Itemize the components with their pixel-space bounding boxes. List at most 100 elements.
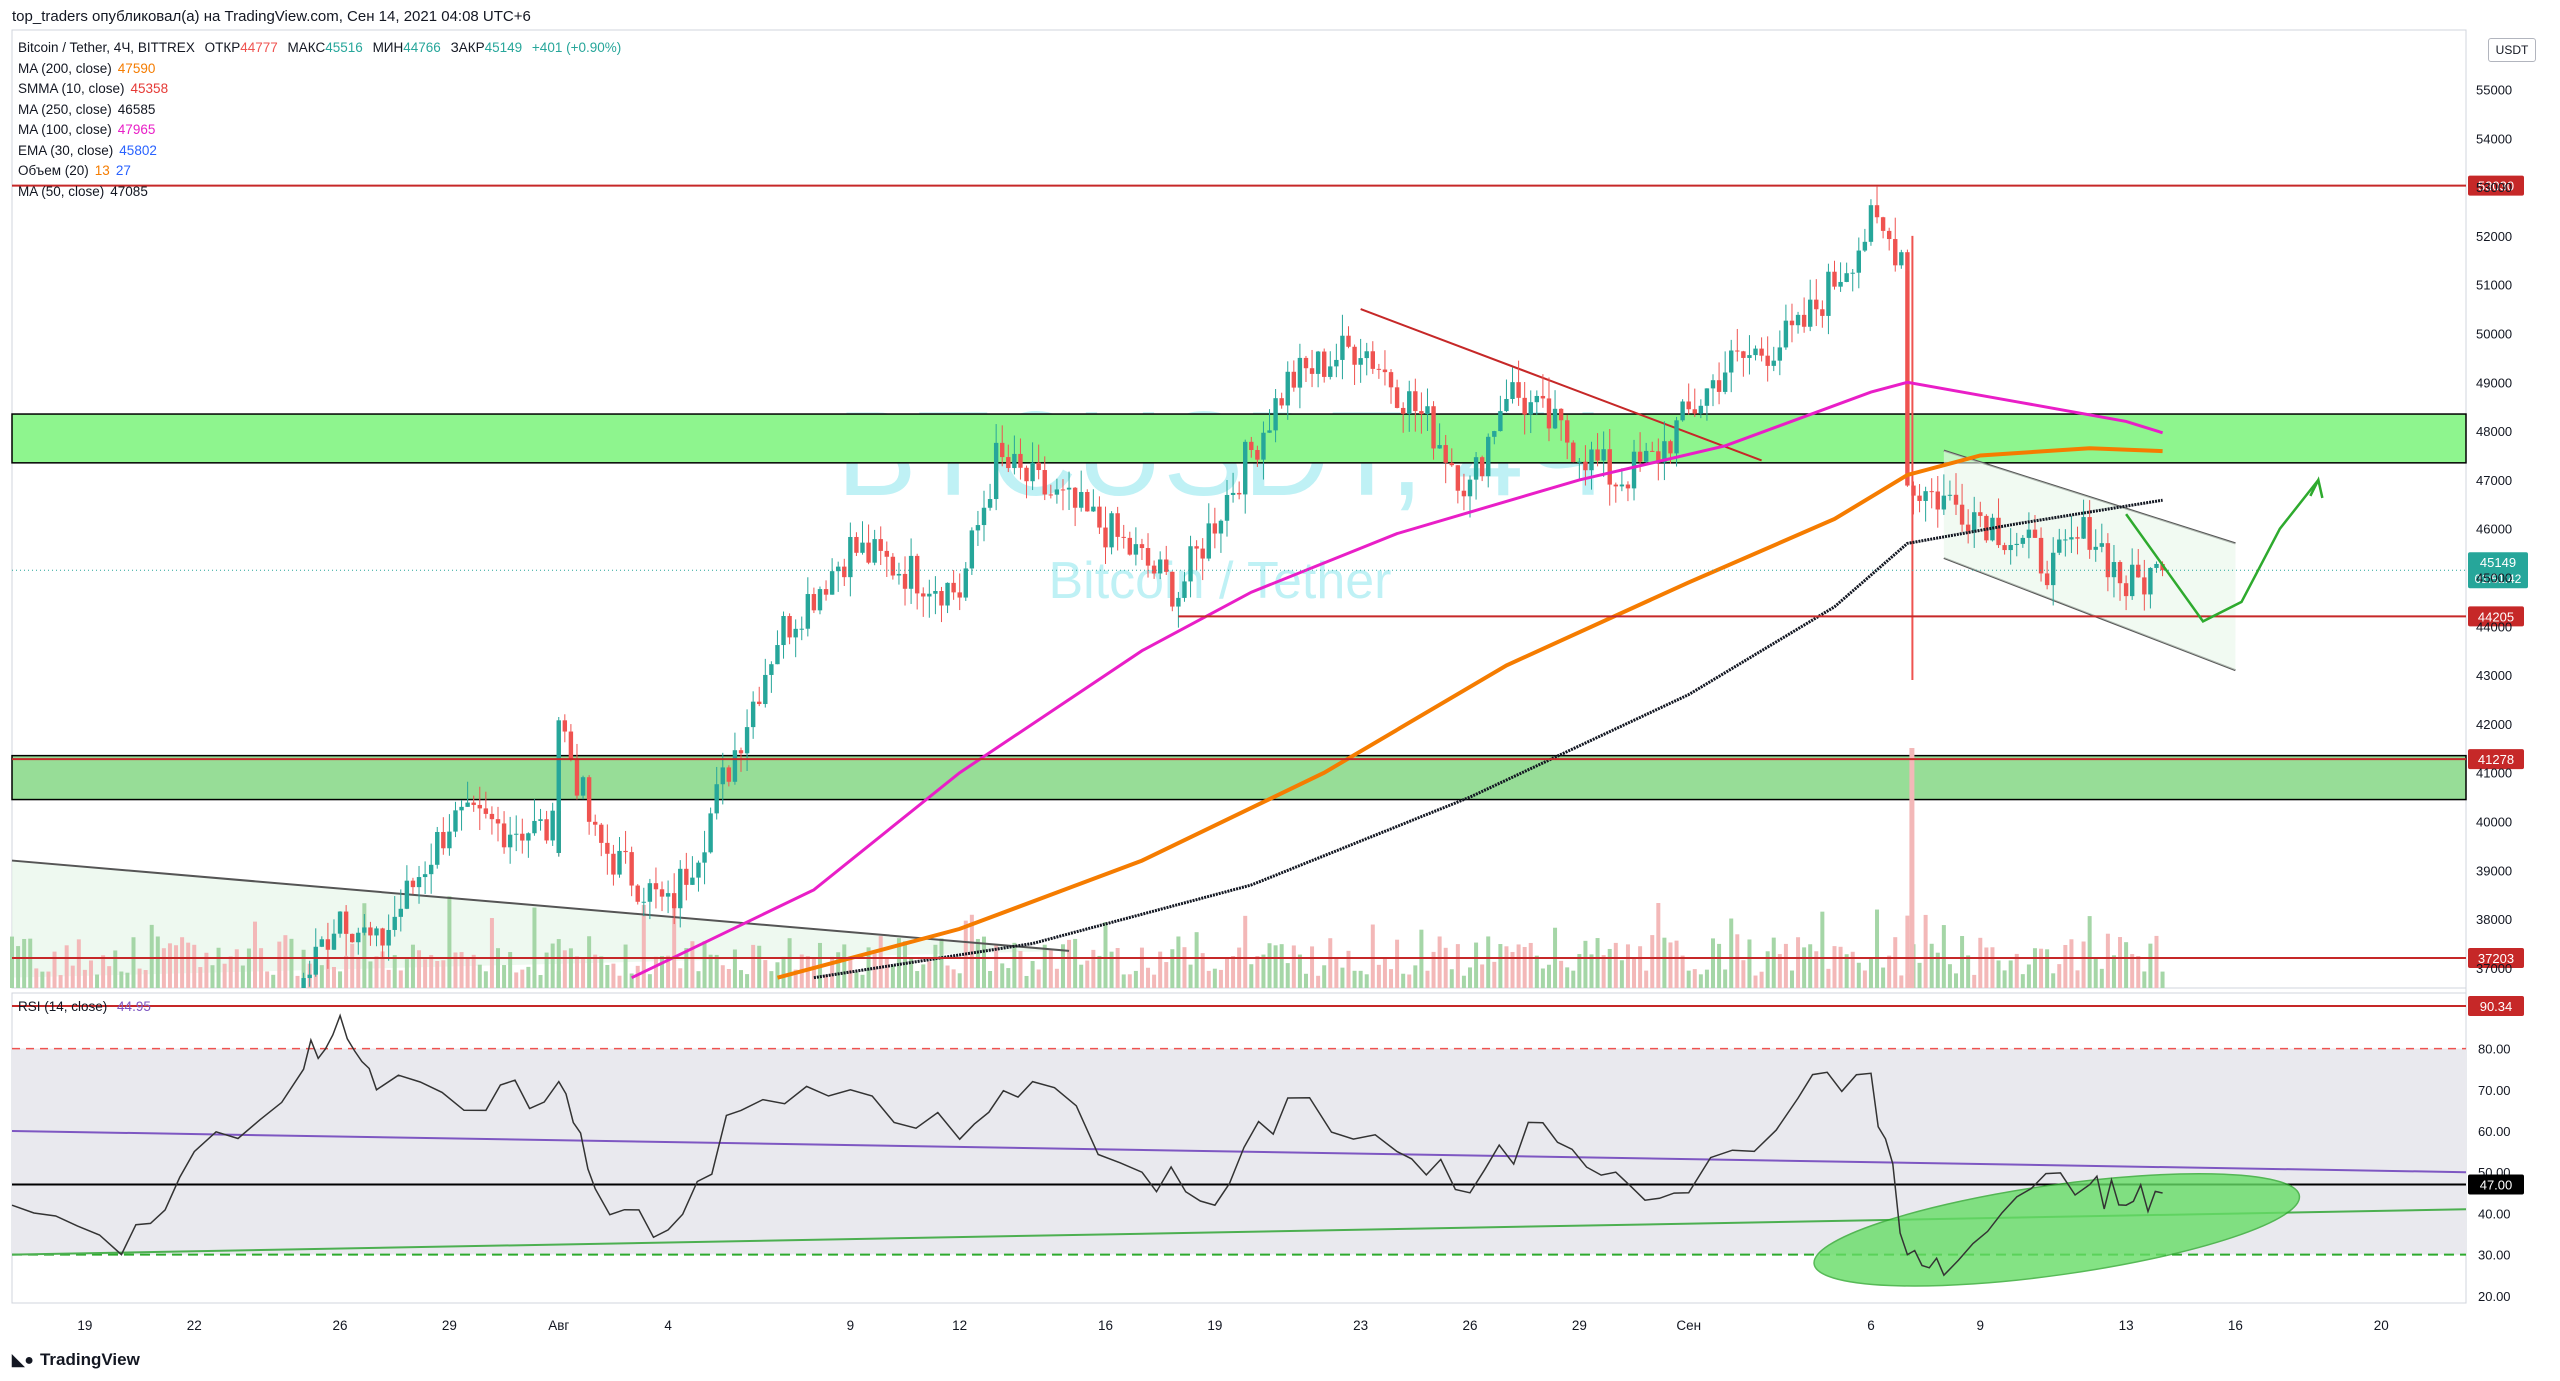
volume-bar — [1692, 969, 1697, 988]
candle-body — [380, 928, 385, 946]
ma200-line — [776, 446, 2163, 980]
volume-bar — [2111, 955, 2116, 988]
volume-bar — [2160, 971, 2165, 988]
volume-bar — [1443, 947, 1448, 988]
close-value: 45149 — [484, 40, 523, 55]
volume-bar — [617, 975, 622, 988]
rsi-level-tag-label: 90.34 — [2480, 999, 2513, 1014]
footer[interactable]: ◣● TradingView — [12, 1350, 140, 1370]
indicator-row-ema30[interactable]: EMA (30, close) 45802 — [18, 141, 621, 162]
volume-bar — [2014, 953, 2019, 988]
candle-body — [1856, 250, 1861, 273]
time-tick-label: Сен — [1676, 1318, 1701, 1333]
volume-bar — [1887, 955, 1892, 988]
candle-body — [1546, 398, 1552, 429]
candle-body — [495, 819, 501, 824]
candle-body — [1656, 451, 1661, 463]
candle-body — [678, 868, 683, 909]
volume-bar — [222, 963, 227, 988]
currency-badge[interactable]: USDT — [2488, 38, 2536, 62]
candle-body — [744, 727, 750, 754]
candle-body — [2099, 543, 2104, 547]
volume-bar — [1395, 939, 1400, 988]
candle-body — [550, 810, 555, 841]
volume-bar — [362, 903, 367, 988]
candle-body — [1473, 457, 1479, 480]
volume-bar — [10, 936, 14, 988]
candle-body — [629, 852, 634, 886]
volume-bar — [477, 964, 482, 988]
candle-body — [386, 929, 391, 946]
volume-bar — [1789, 970, 1794, 988]
candle-body — [1923, 491, 1928, 501]
candle-body — [902, 573, 908, 589]
volume-bar — [745, 974, 750, 988]
candle-body — [763, 674, 768, 705]
volume-bar — [1139, 947, 1144, 988]
volume-bar — [2142, 971, 2147, 988]
indicator-row-ma250[interactable]: MA (250, close) 46585 — [18, 100, 621, 121]
volume-bar — [1498, 944, 1503, 988]
rsi-level-tag — [2468, 1174, 2524, 1195]
volume-bar — [708, 954, 713, 988]
volume-bar — [854, 972, 859, 988]
volume-bar — [629, 973, 634, 988]
candle-body — [1431, 406, 1436, 449]
volume-bar — [356, 958, 361, 988]
price-tick-label: 51000 — [2476, 278, 2512, 293]
volume-bar — [1328, 938, 1333, 988]
candle-body — [1145, 548, 1151, 566]
volume-bar — [1461, 975, 1466, 988]
volume-bar — [1881, 967, 1886, 988]
volume-bar — [1893, 937, 1898, 988]
indicator-row-ma100[interactable]: MA (100, close) 47965 — [18, 120, 621, 141]
rsi-legend[interactable]: RSI (14, close) 44.95 — [18, 999, 151, 1014]
volume-bar — [295, 975, 300, 988]
candle-body — [1759, 348, 1764, 356]
rsi-line — [11, 1013, 2163, 1277]
indicator-row-ma50[interactable]: MA (50, close) 47085 — [18, 182, 621, 203]
candle-body — [684, 868, 689, 885]
candle-body — [1826, 271, 1831, 316]
price-tag — [2468, 606, 2524, 627]
volume-bar — [423, 959, 428, 988]
volume-bar — [1753, 975, 1758, 988]
price-tick-label: 52000 — [2476, 229, 2512, 244]
volume-bar — [392, 955, 397, 988]
price-tag-label: 44205 — [2478, 609, 2514, 624]
candle-body — [702, 852, 707, 863]
volume-bar — [1796, 937, 1801, 988]
volume-bar — [210, 965, 215, 988]
volume-bar — [696, 971, 701, 988]
candle-body — [1899, 252, 1904, 266]
candle-body — [1024, 467, 1029, 482]
volume-bar — [447, 896, 452, 988]
candle-body — [1838, 281, 1843, 287]
candle-body — [611, 853, 616, 875]
volume-bar — [16, 946, 21, 988]
volume-bar — [1729, 918, 1734, 988]
volume-bar — [830, 956, 835, 988]
indicator-row-volume[interactable]: Объем (20) 13 27 — [18, 161, 621, 182]
volume-bar — [1291, 945, 1296, 988]
volume-bar — [2118, 937, 2123, 988]
indicator-row-ma200[interactable]: MA (200, close) 47590 — [18, 59, 621, 80]
candle-body — [2069, 537, 2074, 540]
volume-bar — [732, 949, 737, 988]
time-tick-label: 6 — [1867, 1318, 1875, 1333]
volume-bar — [805, 956, 810, 988]
volume-bar — [1954, 973, 1958, 988]
symbol-legend-row[interactable]: Bitcoin / Tether, 4Ч, BITTREX ОТКР44777 … — [18, 38, 621, 59]
indicator-row-smma10[interactable]: SMMA (10, close) 45358 — [18, 79, 621, 100]
price-tag-label: 53030 — [2478, 179, 2514, 194]
candle-body — [1808, 299, 1813, 327]
candle-body — [1601, 449, 1606, 461]
candle-body — [1783, 320, 1789, 348]
candle-body — [465, 802, 470, 807]
volume-bar — [198, 967, 203, 988]
candle-body — [2111, 562, 2117, 578]
candle-body — [350, 933, 355, 943]
volume-bar — [1783, 943, 1788, 988]
volume-bar — [769, 971, 774, 988]
